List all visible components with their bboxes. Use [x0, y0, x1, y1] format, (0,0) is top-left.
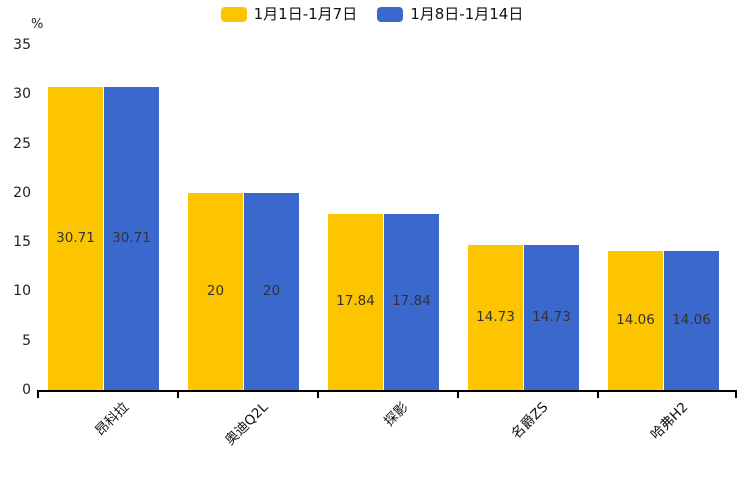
legend-label: 1月1日-1月7日 — [253, 5, 358, 23]
y-axis-tick-label: 30 — [13, 86, 31, 103]
bar-value-label: 17.84 — [392, 293, 431, 310]
bar-series-0-cat-0: 30.71 — [48, 87, 103, 390]
bar-value-label: 14.73 — [476, 308, 515, 325]
bar-series-1-cat-1: 20 — [244, 192, 299, 390]
bar-value-label: 30.71 — [112, 229, 151, 246]
bar-series-1-cat-2: 17.84 — [384, 214, 439, 390]
bar-value-label: 17.84 — [336, 293, 375, 310]
y-axis-tick-label: 25 — [13, 135, 31, 152]
bar-value-label: 20 — [262, 282, 281, 299]
bar-value-label: 30.71 — [56, 229, 95, 246]
x-axis-category-label: 奥迪Q2L — [222, 399, 272, 449]
x-axis-category-label: 哈弗H2 — [647, 399, 692, 443]
y-axis-tick-label: 15 — [13, 234, 31, 251]
bar-series-0-cat-2: 17.84 — [328, 214, 383, 390]
x-axis-tick-mark — [317, 392, 319, 398]
y-axis-tick-label: 35 — [13, 37, 31, 53]
bar-value-label: 14.06 — [672, 311, 711, 328]
legend-swatch-icon — [377, 7, 404, 22]
legend-item-series-0[interactable]: 1月1日-1月7日 — [220, 5, 358, 23]
legend-swatch-icon — [220, 7, 247, 22]
chart-legend: 1月1日-1月7日 1月8日-1月14日 — [0, 7, 744, 22]
bar-value-label: 20 — [206, 282, 225, 299]
x-axis-tick-mark — [597, 392, 599, 398]
x-axis-category-label: 名爵ZS — [508, 399, 552, 443]
bar-series-0-cat-3: 14.73 — [468, 244, 523, 390]
bar-series-0-cat-4: 14.06 — [608, 251, 663, 390]
bar-value-label: 14.73 — [532, 308, 571, 325]
y-axis-unit-label: % — [31, 17, 44, 32]
y-axis-tick-label: 0 — [22, 382, 31, 398]
bar-series-1-cat-4: 14.06 — [664, 251, 719, 390]
legend-item-series-1[interactable]: 1月8日-1月14日 — [377, 7, 523, 22]
x-axis-tick-mark — [457, 392, 459, 398]
y-axis-tick-label: 10 — [13, 283, 31, 300]
x-axis-category-label: 探影 — [381, 399, 412, 430]
bar-series-1-cat-0: 30.71 — [104, 87, 159, 390]
legend-label: 1月8日-1月14日 — [410, 5, 524, 23]
x-axis-tick-mark — [177, 392, 179, 398]
plot-area: 30.71 30.71 昂科拉 20 20 奥迪Q2L 17.84 17.84 探影 14.73 1… — [37, 45, 737, 449]
x-axis-tick-mark — [735, 392, 737, 398]
y-axis-tick-label: 5 — [22, 332, 31, 349]
y-axis-tick-label: 20 — [13, 184, 31, 201]
bar-value-label: 14.06 — [616, 311, 655, 328]
x-axis-tick-mark — [37, 392, 39, 398]
bar-series-0-cat-1: 20 — [188, 192, 243, 390]
bar-series-1-cat-3: 14.73 — [524, 244, 579, 390]
x-axis-category-label: 昂科拉 — [91, 399, 132, 440]
